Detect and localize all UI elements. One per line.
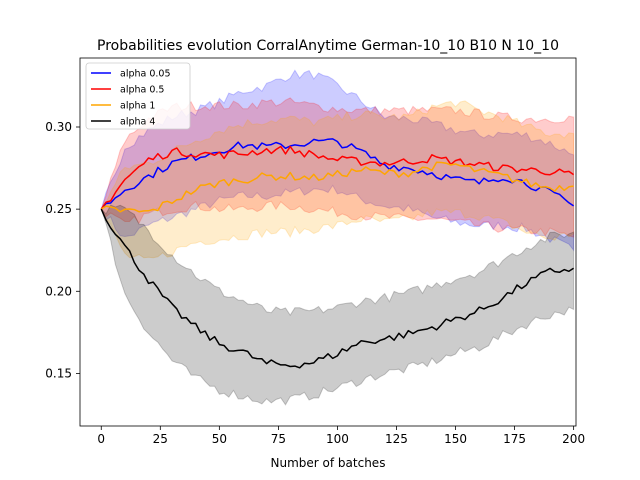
x-tick-label: 75 xyxy=(271,432,286,446)
y-tick-label: 0.15 xyxy=(45,366,72,380)
band-series-1 xyxy=(100,97,575,238)
y-tick-label: 0.30 xyxy=(45,120,72,134)
x-tick-label: 100 xyxy=(326,432,349,446)
legend-box xyxy=(85,62,191,130)
y-tick-label: 0.20 xyxy=(45,284,72,298)
series-lines xyxy=(100,138,575,369)
legend-label: alpha 1 xyxy=(120,101,155,112)
line-series-1 xyxy=(100,145,575,210)
x-tick-label: 25 xyxy=(153,432,168,446)
axes: 0 25 50 75 100 125 150 175 200 0.15 0.20 0.25 0.30 xyxy=(45,57,585,446)
x-tick-label: 0 xyxy=(97,432,105,446)
line-series-2 xyxy=(100,161,574,213)
plot-frame xyxy=(79,57,577,427)
chart-title: Probabilities evolution CorralAnytime Ge… xyxy=(97,38,559,54)
x-tick-label: 150 xyxy=(444,432,467,446)
legend-label: alpha 4 xyxy=(120,117,155,128)
band-series-3 xyxy=(100,204,575,406)
x-tick-label: 200 xyxy=(562,432,585,446)
line-series-3 xyxy=(100,208,575,369)
x-tick-label: 175 xyxy=(503,432,526,446)
line-series-0 xyxy=(100,138,575,210)
x-tick-label: 50 xyxy=(212,432,227,446)
legend-label: alpha 0.05 xyxy=(120,69,171,80)
band-series-2 xyxy=(100,100,575,259)
x-tick-label: 125 xyxy=(385,432,408,446)
legend-label: alpha 0.5 xyxy=(120,85,164,96)
x-axis-title: Number of batches xyxy=(271,456,386,470)
legend: alpha 0.05 alpha 0.5 alpha 1 alpha 4 xyxy=(85,62,191,130)
y-tick-label: 0.25 xyxy=(45,202,72,216)
